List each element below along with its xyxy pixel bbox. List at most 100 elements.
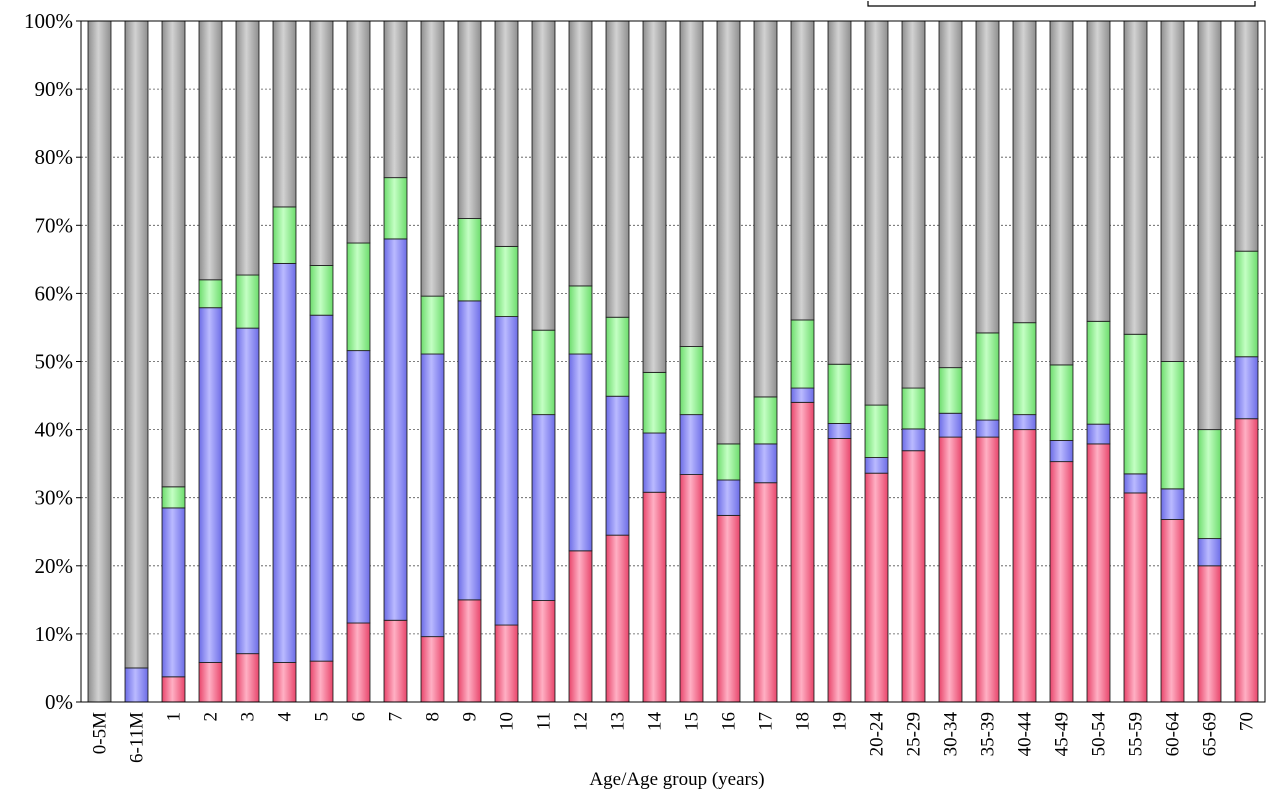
bar-segment-s4-16 bbox=[716, 20, 741, 445]
bar-segment-s1-50-54 bbox=[1086, 443, 1111, 703]
bar-segment-s1-14 bbox=[642, 491, 667, 703]
x-tick-label: 55-59 bbox=[1126, 712, 1147, 756]
bar-segment-s1-6 bbox=[346, 622, 371, 703]
legend-partial bbox=[867, 1, 1256, 7]
x-tick-label: 1 bbox=[164, 712, 185, 722]
bar-segment-s4-3 bbox=[235, 20, 260, 276]
x-tick-label: 15 bbox=[682, 712, 703, 731]
bar-segment-s4-0-5M bbox=[87, 20, 112, 703]
x-tick-label: 25-29 bbox=[904, 712, 925, 756]
bar-segment-s1-9 bbox=[457, 599, 482, 703]
bar-segment-s1-1 bbox=[161, 676, 186, 703]
bar-segment-s1-3 bbox=[235, 653, 260, 703]
bar-segment-s2-16 bbox=[716, 479, 741, 516]
x-tick-label: 45-49 bbox=[1052, 712, 1073, 756]
bar-segment-s4-20-24 bbox=[864, 20, 889, 406]
bar-segment-s2-17 bbox=[753, 443, 778, 484]
bars bbox=[87, 20, 1259, 703]
bar-segment-s2-18 bbox=[790, 387, 815, 403]
bar-segment-s1-65-69 bbox=[1197, 565, 1222, 703]
bar-segment-s1-12 bbox=[568, 550, 593, 703]
bar-segment-s2-60-64 bbox=[1160, 488, 1185, 520]
bar-segment-s3-10 bbox=[494, 245, 519, 318]
x-tick-label: 50-54 bbox=[1089, 712, 1110, 757]
bar-segment-s3-60-64 bbox=[1160, 361, 1185, 490]
bar-segment-s3-3 bbox=[235, 274, 260, 329]
y-tick-label: 80% bbox=[35, 145, 74, 169]
bar-segment-s4-50-54 bbox=[1086, 20, 1111, 322]
x-tick-label: 3 bbox=[238, 712, 259, 722]
x-tick-label: 70 bbox=[1237, 712, 1258, 731]
bar-segment-s3-17 bbox=[753, 396, 778, 445]
bar-segment-s1-30-34 bbox=[938, 436, 963, 703]
bar-segment-s2-12 bbox=[568, 353, 593, 552]
bar-segment-s4-4 bbox=[272, 20, 297, 208]
x-tick-label: 60-64 bbox=[1163, 712, 1184, 757]
bar-segment-s2-55-59 bbox=[1123, 473, 1148, 494]
bar-segment-s4-55-59 bbox=[1123, 20, 1148, 335]
bar-segment-s1-16 bbox=[716, 514, 741, 703]
bar-segment-s3-19 bbox=[827, 363, 852, 424]
bar-segment-s4-6 bbox=[346, 20, 371, 244]
bar-segment-s4-7 bbox=[383, 20, 408, 179]
y-tick-label: 30% bbox=[35, 486, 74, 510]
bar-segment-s1-25-29 bbox=[901, 450, 926, 703]
bar-segment-s4-1 bbox=[161, 20, 186, 488]
bar-segment-s4-35-39 bbox=[975, 20, 1000, 334]
bar-segment-s3-8 bbox=[420, 295, 445, 355]
bar-segment-s3-11 bbox=[531, 329, 556, 416]
bar-segment-s2-9 bbox=[457, 300, 482, 601]
bar-segment-s2-7 bbox=[383, 238, 408, 621]
y-tick-label: 10% bbox=[35, 622, 74, 646]
bar-segment-s3-4 bbox=[272, 206, 297, 264]
bar-segment-s4-70 bbox=[1234, 20, 1259, 252]
bar-segment-s2-10 bbox=[494, 316, 519, 626]
bar-segment-s2-8 bbox=[420, 353, 445, 638]
bar-segment-s2-65-69 bbox=[1197, 538, 1222, 567]
bar-segment-s3-45-49 bbox=[1049, 364, 1074, 441]
bar-segment-s1-20-24 bbox=[864, 472, 889, 703]
bar-segment-s4-25-29 bbox=[901, 20, 926, 389]
x-tick-label: 6 bbox=[349, 712, 370, 722]
bar-segment-s4-5 bbox=[309, 20, 334, 266]
bar-segment-s1-11 bbox=[531, 600, 556, 703]
bar-segment-s4-6-11M bbox=[124, 20, 149, 669]
bar-segment-s2-1 bbox=[161, 507, 186, 678]
bar-segment-s1-15 bbox=[679, 474, 704, 703]
bar-segment-s1-70 bbox=[1234, 418, 1259, 703]
bar-segment-s3-5 bbox=[309, 265, 334, 316]
x-axis-title: Age/Age group (years) bbox=[589, 769, 764, 790]
plot-frame bbox=[80, 20, 1266, 703]
bar-segment-s4-8 bbox=[420, 20, 445, 297]
x-tick-label: 30-34 bbox=[941, 712, 962, 757]
bar-segment-s2-15 bbox=[679, 414, 704, 475]
x-tick-label: 6-11M bbox=[127, 712, 148, 763]
bar-segment-s4-12 bbox=[568, 20, 593, 287]
bar-segment-s3-70 bbox=[1234, 250, 1259, 358]
x-tick-label: 19 bbox=[830, 712, 851, 731]
y-tick-label: 70% bbox=[35, 213, 74, 237]
bar-segment-s4-10 bbox=[494, 20, 519, 247]
bar-segment-s1-45-49 bbox=[1049, 461, 1074, 703]
x-tick-label: 40-44 bbox=[1015, 712, 1036, 757]
y-tick-label: 100% bbox=[24, 9, 73, 33]
bar-segment-s3-35-39 bbox=[975, 332, 1000, 421]
bar-segment-s2-35-39 bbox=[975, 419, 1000, 438]
bar-segment-s3-40-44 bbox=[1012, 322, 1037, 416]
bar-segment-s1-8 bbox=[420, 636, 445, 703]
x-tick-label: 13 bbox=[608, 712, 629, 731]
legend-box-edge bbox=[867, 1, 1256, 7]
bar-segment-s1-5 bbox=[309, 660, 334, 703]
bar-segment-s2-14 bbox=[642, 432, 667, 493]
x-tick-label: 35-39 bbox=[978, 712, 999, 756]
x-tick-label: 17 bbox=[756, 712, 777, 731]
bar-segment-s3-65-69 bbox=[1197, 429, 1222, 540]
bar-segment-s3-50-54 bbox=[1086, 320, 1111, 425]
bar-segment-s1-2 bbox=[198, 662, 223, 703]
x-tick-label: 18 bbox=[793, 712, 814, 731]
bar-segment-s3-20-24 bbox=[864, 404, 889, 458]
y-tick-label: 0% bbox=[45, 690, 73, 714]
bar-segment-s3-6 bbox=[346, 242, 371, 352]
